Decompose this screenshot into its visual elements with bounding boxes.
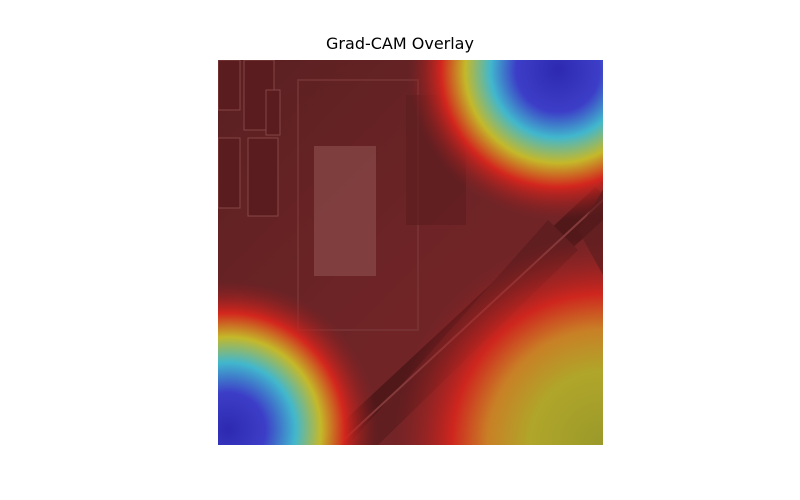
heat-region-bottom-left (218, 60, 603, 445)
figure-title: Grad-CAM Overlay (326, 34, 474, 53)
gradcam-overlay-image (218, 60, 603, 445)
heatmap-canvas (218, 60, 603, 445)
road-junction (578, 190, 603, 275)
